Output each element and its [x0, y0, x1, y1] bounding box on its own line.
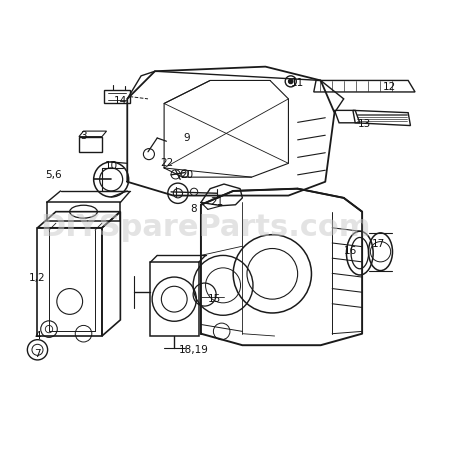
Text: 15: 15	[208, 294, 221, 304]
Text: 20: 20	[181, 170, 194, 180]
Text: 7: 7	[34, 349, 41, 359]
Text: 16: 16	[344, 246, 357, 256]
Text: 22: 22	[160, 158, 173, 168]
Text: 1,2: 1,2	[29, 273, 46, 283]
Text: 13: 13	[358, 119, 371, 129]
Text: 18,19: 18,19	[179, 345, 209, 355]
Text: 21: 21	[210, 198, 224, 208]
Text: 17: 17	[372, 239, 385, 249]
Text: 8: 8	[191, 204, 197, 214]
Text: 12: 12	[383, 82, 396, 92]
Text: DIYSpareParts.com: DIYSpareParts.com	[40, 213, 371, 242]
Circle shape	[289, 79, 293, 84]
Text: 11: 11	[291, 78, 304, 88]
Text: 10: 10	[105, 161, 118, 171]
Text: 14: 14	[114, 96, 127, 106]
Text: 4: 4	[34, 331, 41, 341]
Text: 3: 3	[80, 131, 87, 141]
Text: 5,6: 5,6	[46, 170, 62, 180]
Text: 9: 9	[184, 133, 191, 143]
